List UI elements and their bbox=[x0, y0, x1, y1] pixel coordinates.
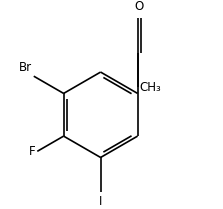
Text: F: F bbox=[29, 145, 35, 158]
Text: I: I bbox=[99, 195, 102, 208]
Text: Br: Br bbox=[19, 61, 32, 74]
Text: CH₃: CH₃ bbox=[140, 81, 161, 94]
Text: O: O bbox=[135, 0, 144, 13]
